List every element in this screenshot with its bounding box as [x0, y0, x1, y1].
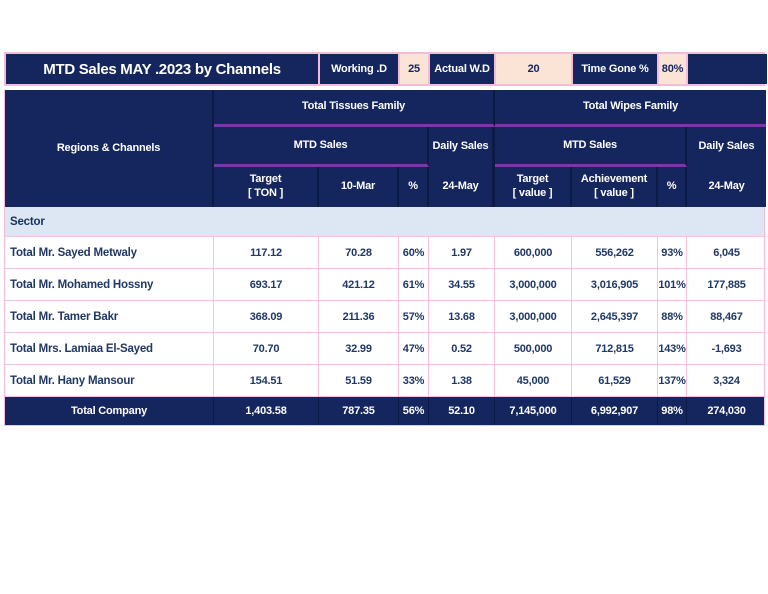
daily-wipes-cell: 6,045: [713, 246, 740, 259]
table-header: Regions & Channels Total Tissues Family …: [4, 90, 766, 207]
daily-wipes-cell: 177,885: [707, 278, 746, 291]
col-header-daily-tissues: 24-May: [429, 167, 495, 207]
col-header-pct-tissues: %: [399, 167, 429, 207]
target-value-cell: 3,000,000: [495, 269, 572, 300]
target-ton-cell: 368.09: [214, 301, 319, 332]
target-ton-cell: 117.12: [214, 237, 319, 268]
actual-wd-label: Actual W.D: [430, 54, 496, 84]
wipes-daily-sales-header: Daily Sales: [687, 127, 766, 167]
achievement-value-cell: 556,262: [572, 237, 658, 268]
total-company-row: Total Company 1,403.58 787.35 56% 52.10 …: [4, 397, 765, 426]
target-ton-cell: 693.17: [214, 269, 319, 300]
total-target-value-cell: 7,145,000: [495, 397, 572, 425]
actual-wd-value: 20: [496, 54, 573, 84]
target-value-cell: 600,000: [495, 237, 572, 268]
total-daily-tissues-cell: 52.10: [429, 397, 495, 425]
achievement-ton-cell: 70.28: [319, 237, 399, 268]
total-achievement-value-cell: 6,992,907: [572, 397, 658, 425]
pct-tissues-cell: 57%: [399, 301, 429, 332]
pct-tissues-cell: 61%: [399, 269, 429, 300]
achievement-value-cell: 712,815: [572, 333, 658, 364]
total-achievement-ton-cell: 787.35: [319, 397, 399, 425]
col-header-pct-wipes: %: [658, 167, 687, 207]
col-header-daily-wipes: 24-May: [687, 167, 766, 207]
time-gone-value: 80%: [659, 54, 688, 84]
regions-channels-header: Regions & Channels: [5, 90, 214, 207]
total-pct-wipes-cell: 98%: [658, 397, 687, 425]
achievement-value-cell: 2,645,397: [572, 301, 658, 332]
table-row: Total Mrs. Lamiaa El-Sayed 70.70 32.99 4…: [4, 333, 765, 365]
table-row: Total Mr. Hany Mansour 154.51 51.59 33% …: [4, 365, 765, 397]
total-pct-tissues-cell: 56%: [399, 397, 429, 425]
target-value-cell: 500,000: [495, 333, 572, 364]
title-bar-spacer: [688, 54, 767, 84]
col-header-target-ton: Target [ TON ]: [214, 167, 319, 207]
col-header-achievement-value-line1: Achievement: [580, 173, 648, 186]
working-days-label: Working .D: [320, 54, 400, 84]
achievement-value-cell: 61,529: [572, 365, 658, 396]
sales-report-sheet: MTD Sales MAY .2023 by Channels Working …: [4, 52, 767, 426]
target-ton-cell: 154.51: [214, 365, 319, 396]
col-header-achievement-value: Achievement [ value ]: [572, 167, 658, 207]
title-bar: MTD Sales MAY .2023 by Channels Working …: [4, 52, 767, 86]
sector-section-label: Sector: [4, 207, 765, 237]
col-header-target-value: Target [ value ]: [495, 167, 572, 207]
target-ton-cell: 70.70: [214, 333, 319, 364]
tissues-mtd-sales-header: MTD Sales: [214, 127, 429, 167]
pct-wipes-cell: 93%: [658, 237, 687, 268]
wipes-family-header: Total Wipes Family: [495, 90, 766, 127]
achievement-ton-cell: 51.59: [319, 365, 399, 396]
pct-tissues-cell: 33%: [399, 365, 429, 396]
total-target-ton-cell: 1,403.58: [214, 397, 319, 425]
daily-tissues-cell: 0.52: [429, 333, 495, 364]
daily-wipes-cell: -1,693: [711, 342, 742, 355]
col-header-achievement-value-line2: [ value ]: [594, 187, 634, 199]
pct-wipes-cell: 143%: [658, 333, 687, 364]
table-row: Total Mr. Sayed Metwaly 117.12 70.28 60%…: [4, 237, 765, 269]
pct-wipes-cell: 101%: [658, 269, 687, 300]
daily-wipes-cell: 3,324: [713, 374, 740, 387]
pct-tissues-cell: 47%: [399, 333, 429, 364]
row-name-cell: Total Mr. Hany Mansour: [5, 365, 214, 396]
daily-tissues-cell: 13.68: [429, 301, 495, 332]
working-days-value: 25: [400, 54, 430, 84]
row-name-cell: Total Mr. Sayed Metwaly: [5, 237, 214, 268]
achievement-value-cell: 3,016,905: [572, 269, 658, 300]
tissues-family-header: Total Tissues Family: [214, 90, 495, 127]
target-value-cell: 3,000,000: [495, 301, 572, 332]
daily-tissues-cell: 1.38: [429, 365, 495, 396]
table-row: Total Mr. Tamer Bakr 368.09 211.36 57% 1…: [4, 301, 765, 333]
pct-tissues-cell: 60%: [399, 237, 429, 268]
achievement-ton-cell: 421.12: [319, 269, 399, 300]
wipes-mtd-sales-header: MTD Sales: [495, 127, 687, 167]
report-title: MTD Sales MAY .2023 by Channels: [6, 54, 320, 84]
row-name-cell: Total Mr. Mohamed Hossny: [5, 269, 214, 300]
col-header-target-ton-line2: [ TON ]: [247, 187, 284, 199]
daily-tissues-cell: 1.97: [429, 237, 495, 268]
achievement-ton-cell: 211.36: [319, 301, 399, 332]
total-daily-wipes-cell: 274,030: [707, 405, 746, 417]
daily-tissues-cell: 34.55: [429, 269, 495, 300]
pct-wipes-cell: 88%: [658, 301, 687, 332]
target-value-cell: 45,000: [495, 365, 572, 396]
achievement-ton-cell: 32.99: [319, 333, 399, 364]
col-header-target-value-line2: [ value ]: [512, 187, 553, 199]
time-gone-label: Time Gone %: [573, 54, 659, 84]
col-header-achievement-ton: 10-Mar: [319, 167, 399, 207]
table-row: Total Mr. Mohamed Hossny 693.17 421.12 6…: [4, 269, 765, 301]
pct-wipes-cell: 137%: [658, 365, 687, 396]
row-name-cell: Total Mrs. Lamiaa El-Sayed: [5, 333, 214, 364]
row-name-cell: Total Mr. Tamer Bakr: [5, 301, 214, 332]
tissues-daily-sales-header: Daily Sales: [429, 127, 495, 167]
col-header-target-value-line1: Target: [516, 173, 549, 186]
total-row-name-cell: Total Company: [5, 397, 214, 425]
col-header-target-ton-line1: Target: [249, 173, 282, 186]
daily-wipes-cell: 88,467: [710, 310, 743, 323]
